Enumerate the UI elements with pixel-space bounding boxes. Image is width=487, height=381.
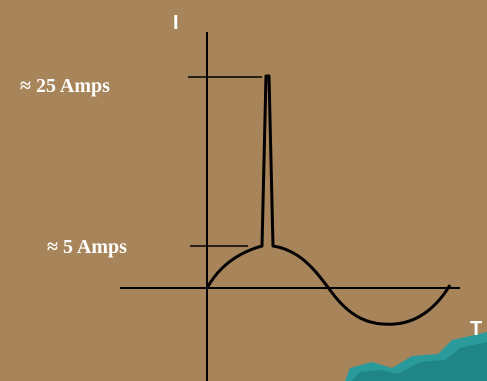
y-axis-label: I [173, 12, 179, 34]
annotation-low: ≈ 5 Amps [47, 236, 127, 258]
background [0, 0, 487, 381]
annotation-high: ≈ 25 Amps [20, 75, 110, 97]
diagram: I T ≈ 25 Amps ≈ 5 Amps [0, 0, 487, 381]
x-axis-label: T [470, 318, 482, 340]
page: {"axes": {"y_label": "I", "x_label": "T"… [0, 0, 487, 381]
